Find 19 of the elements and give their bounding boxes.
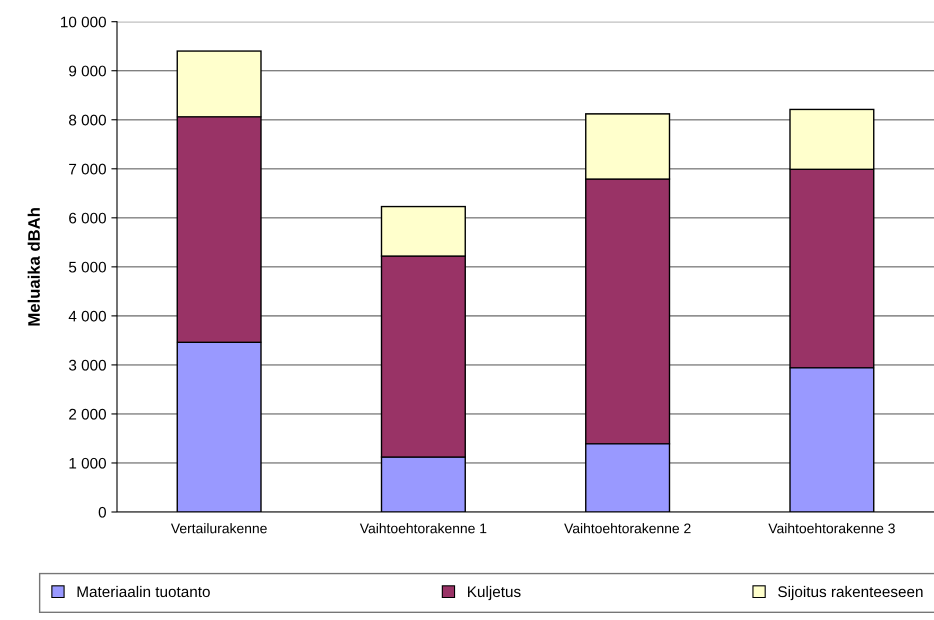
x-tick-label: Vaihtoehtorakenne 3 bbox=[768, 523, 895, 534]
y-tick-label: 2 000 bbox=[69, 408, 106, 420]
y-tick-label: 4 000 bbox=[68, 310, 106, 322]
x-tick-label: Vaihtoehtorakenne 2 bbox=[564, 523, 691, 534]
y-tick-label: 7 000 bbox=[69, 164, 106, 174]
y-tick-label: 0 bbox=[98, 506, 106, 518]
x-tick-label: Vaihtoehtorakenne 1 bbox=[360, 523, 486, 534]
y-tick-label: 6 000 bbox=[69, 212, 106, 224]
y-tick-label: 8 000 bbox=[69, 114, 106, 126]
y-axis-title: Meluaika dBAh bbox=[28, 208, 40, 326]
y-tick-label: 9 000 bbox=[69, 66, 106, 76]
legend-label: Materiaalin tuotanto bbox=[78, 586, 210, 598]
legend-label: Sijoitus rakenteeseen bbox=[778, 586, 922, 600]
y-tick-label: 10 000 bbox=[61, 16, 106, 28]
y-tick-label: 1 000 bbox=[70, 458, 106, 469]
y-tick-label: 5 000 bbox=[68, 262, 106, 273]
legend-label: Kuljetus bbox=[468, 586, 521, 600]
y-tick-label: 3 000 bbox=[68, 360, 106, 371]
x-tick-label: Vertailurakenne bbox=[170, 523, 267, 534]
